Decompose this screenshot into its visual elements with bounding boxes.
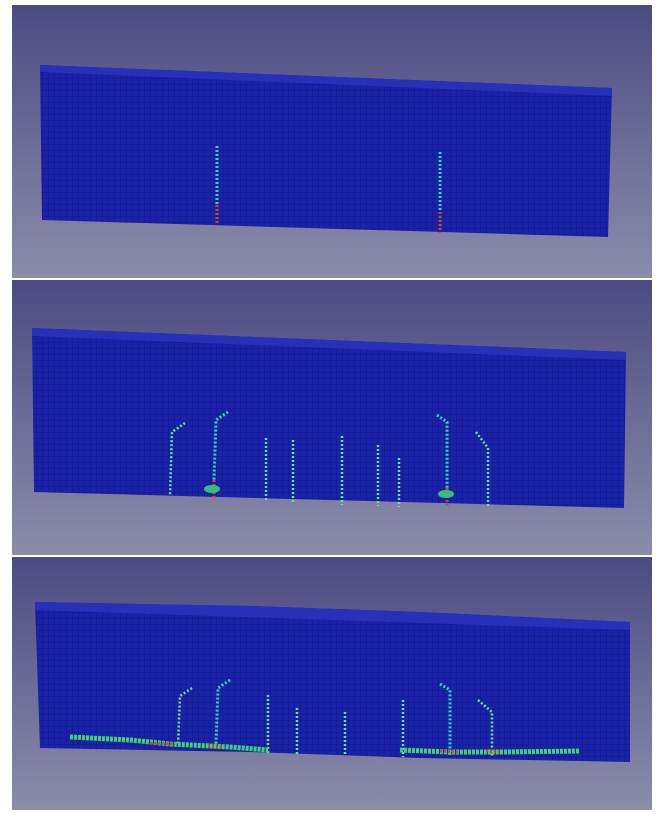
figure [0, 0, 662, 815]
page [0, 0, 662, 815]
damage [204, 485, 220, 493]
panel-3 [12, 557, 652, 810]
panel-2 [12, 280, 652, 555]
damage [438, 490, 454, 498]
panel-1 [12, 5, 652, 278]
